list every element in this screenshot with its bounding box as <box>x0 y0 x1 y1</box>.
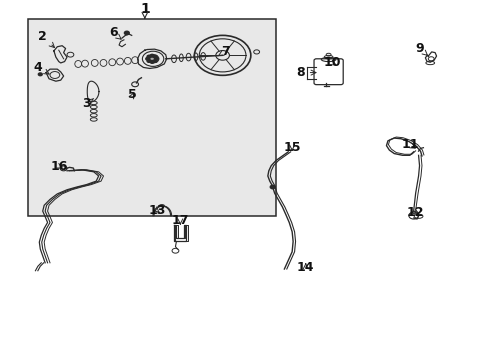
Text: 9: 9 <box>414 42 427 55</box>
Text: 14: 14 <box>296 261 314 274</box>
Text: 11: 11 <box>400 139 418 152</box>
Circle shape <box>270 185 275 189</box>
Circle shape <box>150 60 154 63</box>
Text: 13: 13 <box>148 204 165 217</box>
Circle shape <box>150 54 154 57</box>
Text: 12: 12 <box>406 206 424 219</box>
Circle shape <box>124 31 129 35</box>
Circle shape <box>153 55 157 58</box>
Text: 8: 8 <box>296 66 315 79</box>
Circle shape <box>147 55 151 58</box>
Circle shape <box>147 60 151 62</box>
Circle shape <box>145 58 149 60</box>
Text: 1: 1 <box>140 2 149 16</box>
Circle shape <box>153 60 157 62</box>
Text: 10: 10 <box>323 57 340 69</box>
Text: 16: 16 <box>50 160 67 173</box>
Circle shape <box>154 58 158 60</box>
Text: 6: 6 <box>109 26 121 40</box>
Circle shape <box>38 73 42 76</box>
Ellipse shape <box>147 56 156 62</box>
Text: 4: 4 <box>33 61 49 74</box>
Bar <box>28 19 276 216</box>
Text: 5: 5 <box>128 89 137 102</box>
Text: 15: 15 <box>283 140 300 153</box>
Text: 2: 2 <box>38 30 54 48</box>
Text: 17: 17 <box>171 214 189 227</box>
Text: 7: 7 <box>218 45 229 58</box>
Text: 3: 3 <box>82 97 93 110</box>
